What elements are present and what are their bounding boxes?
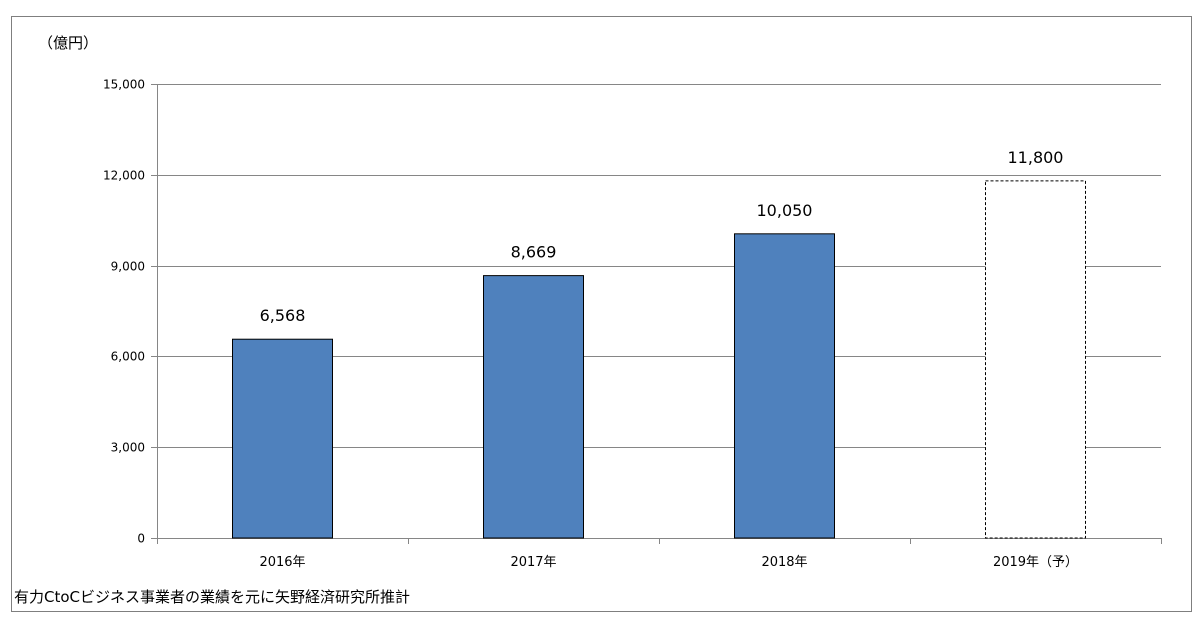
y-axis: 0 3,000 6,000 9,000 12,000 15,000 (103, 78, 158, 546)
y-tick-label: 12,000 (103, 169, 145, 183)
data-label: 8,669 (511, 243, 557, 262)
data-label: 11,800 (1008, 148, 1064, 167)
bars (232, 180, 1086, 539)
y-tick-label: 15,000 (103, 78, 145, 92)
x-tick-label: 2017年 (510, 555, 556, 570)
x-tick-label: 2019年（予） (993, 555, 1078, 570)
y-tick-label: 6,000 (111, 350, 145, 364)
source-note: 有力CtoCビジネス事業者の業績を元に矢野経済研究所推計 (14, 588, 411, 606)
bar-forecast (985, 180, 1086, 539)
x-tick-label: 2016年 (259, 555, 305, 570)
y-tick-label: 3,000 (111, 441, 145, 455)
y-axis-unit-label: （億円） (38, 34, 99, 52)
x-axis: 2016年 2017年 2018年 2019年（予） (157, 538, 1162, 570)
bar (734, 233, 835, 539)
y-tick-label: 0 (137, 532, 145, 546)
x-tick-label: 2018年 (761, 555, 807, 570)
data-label: 6,568 (260, 306, 306, 325)
y-tick-label: 9,000 (111, 260, 145, 274)
bar (483, 275, 584, 539)
data-labels: 6,568 8,669 10,050 11,800 (260, 148, 1064, 325)
data-label: 10,050 (757, 201, 813, 220)
bar (232, 338, 333, 539)
